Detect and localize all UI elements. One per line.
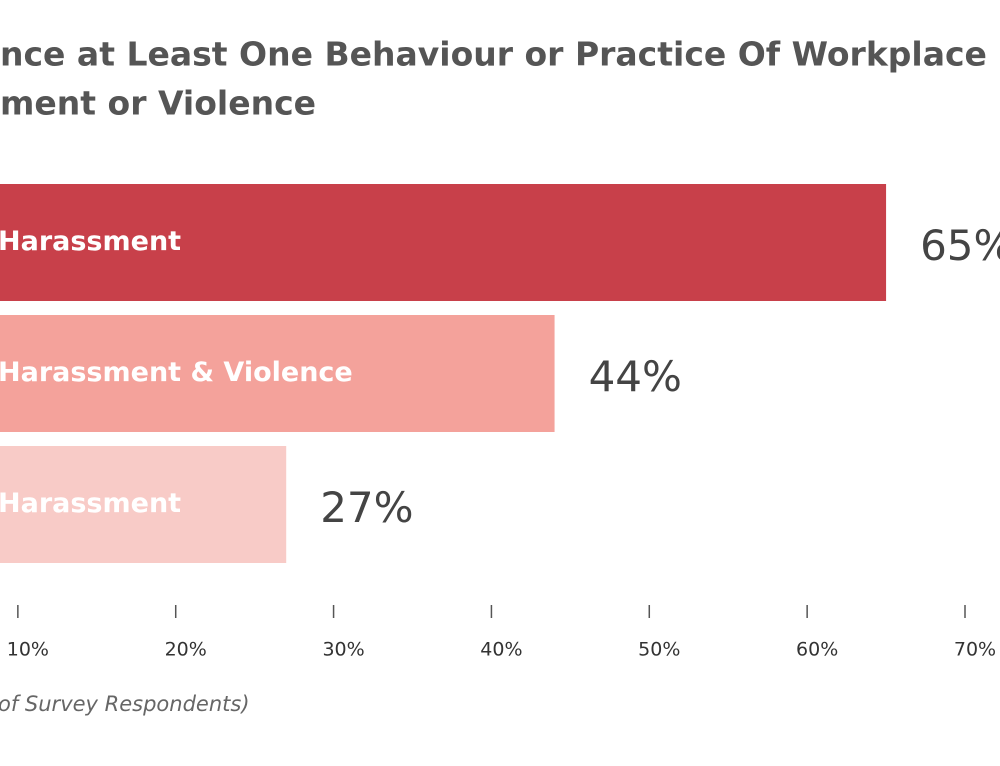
value-label: 65% xyxy=(920,221,1000,270)
x-tick-label: 30% xyxy=(322,639,364,661)
x-tick-label: 40% xyxy=(480,639,522,661)
x-tick-label: 60% xyxy=(796,639,838,661)
bar xyxy=(0,446,287,563)
x-tick-label: 50% xyxy=(638,639,680,661)
x-tick-label: 20% xyxy=(165,639,207,661)
category-label: Harassment xyxy=(0,488,181,519)
value-label: 44% xyxy=(589,352,682,401)
value-label: 27% xyxy=(320,483,413,532)
chart-title: ment or Violence xyxy=(0,84,316,123)
bar xyxy=(0,184,887,301)
chart-title: nce at Least One Behaviour or Practice O… xyxy=(0,35,987,74)
x-tick-label: 70% xyxy=(954,639,996,661)
category-label: Harassment & Violence xyxy=(0,357,353,388)
x-tick-label: 10% xyxy=(7,639,49,661)
category-label: Harassment xyxy=(0,226,181,257)
bar xyxy=(0,315,555,432)
x-axis-label: of Survey Respondents) xyxy=(0,692,250,716)
